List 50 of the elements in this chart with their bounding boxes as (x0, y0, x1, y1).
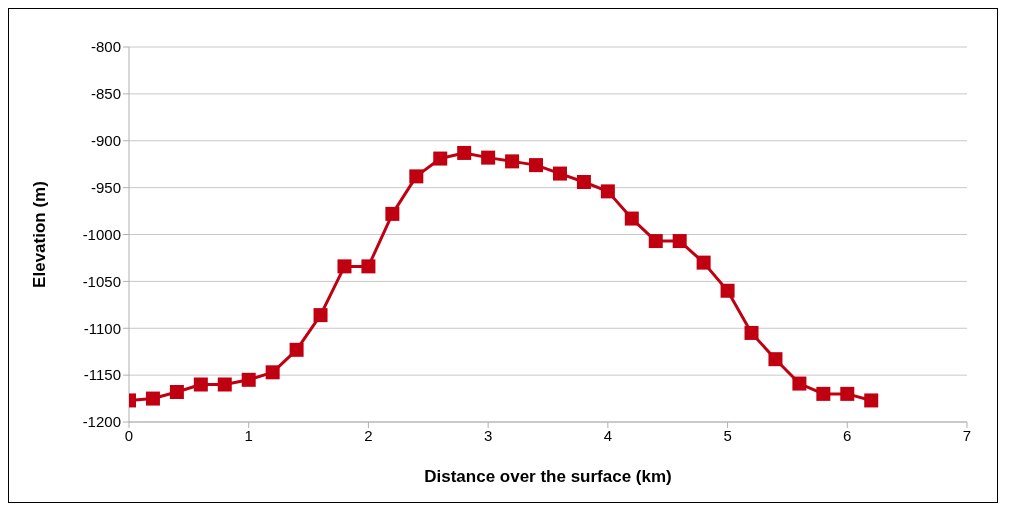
point (768, 352, 783, 367)
point (433, 151, 448, 166)
point (241, 372, 256, 387)
x-tick-label: 6 (843, 426, 852, 444)
x-axis-title: Distance over the surface (km) (424, 467, 672, 486)
point (481, 150, 496, 165)
point (552, 166, 567, 181)
point (169, 385, 184, 399)
x-tick-label: 2 (364, 426, 373, 444)
x-tick-label: 3 (483, 426, 493, 444)
point (576, 175, 591, 189)
point (313, 308, 328, 323)
x-tick-label: 0 (124, 426, 134, 444)
point (672, 234, 687, 249)
y-tick-label: -900 (90, 132, 121, 150)
point (840, 386, 855, 401)
point (505, 154, 520, 169)
point (337, 259, 352, 274)
y-tick-label: -1050 (82, 272, 121, 290)
point (864, 393, 879, 408)
point (265, 365, 280, 380)
x-tick-label: 4 (603, 426, 613, 444)
x-tick-label: 1 (244, 426, 253, 444)
y-tick-label: -850 (90, 85, 121, 103)
point (600, 184, 615, 199)
point (145, 391, 160, 406)
point (648, 234, 663, 249)
point (289, 342, 304, 357)
point (409, 169, 424, 184)
point (720, 283, 735, 298)
point (385, 206, 400, 221)
point (193, 377, 208, 392)
x-tick-label: 7 (962, 426, 972, 444)
y-axis-title: Elevation (m) (30, 181, 50, 288)
y-tick-label: -1200 (82, 413, 121, 431)
point (361, 259, 376, 274)
point (457, 145, 472, 160)
x-tick-label: 5 (723, 426, 732, 444)
y-tick-label: -1150 (83, 366, 121, 384)
y-tick-label: -1000 (82, 225, 121, 243)
point (217, 377, 232, 392)
point (816, 386, 831, 401)
y-tick-label: -800 (90, 38, 121, 56)
point (624, 211, 639, 226)
y-tick-label: -950 (90, 178, 121, 196)
point (696, 255, 711, 270)
point (744, 325, 759, 340)
point (529, 158, 544, 173)
point (792, 376, 807, 391)
y-tick-label: -1100 (83, 319, 121, 337)
